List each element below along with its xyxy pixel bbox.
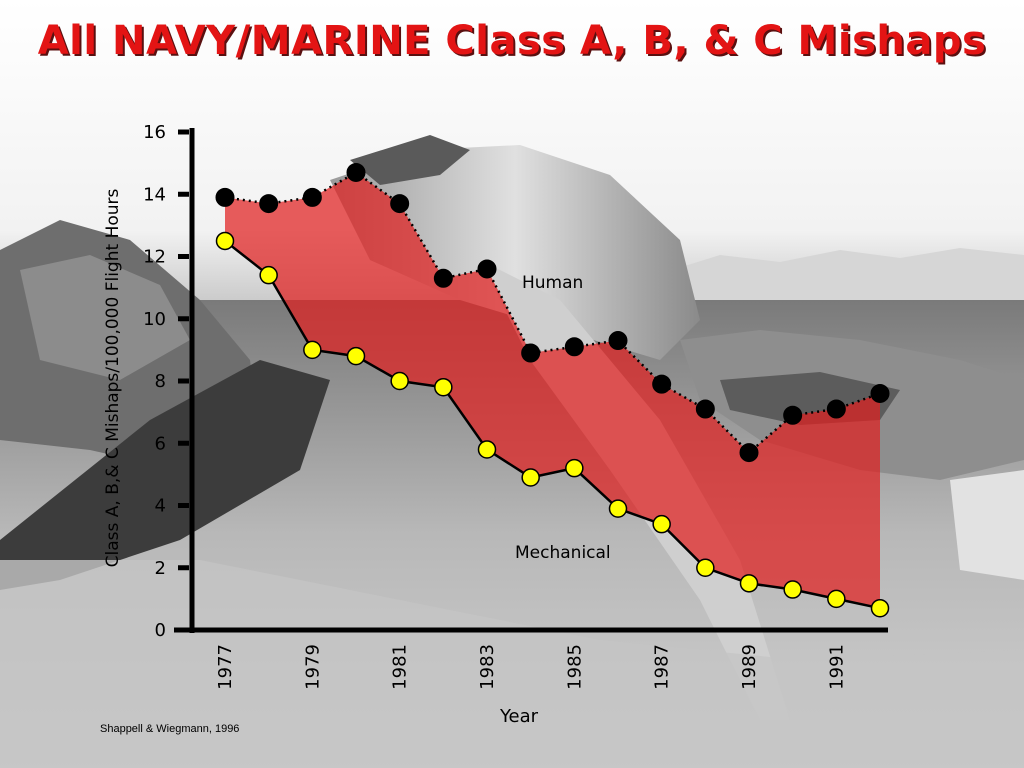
mechanical-point-1988 <box>696 558 715 577</box>
human-point-1985 <box>564 337 584 357</box>
mechanical-series-line <box>224 239 881 610</box>
y-tick-label-6: 6 <box>155 433 166 454</box>
mechanical-point-1977 <box>215 231 235 251</box>
y-tick-label-2: 2 <box>155 558 166 579</box>
mechanical-point-1990 <box>783 580 802 599</box>
mechanical-point-1991 <box>827 589 846 609</box>
mechanical-point-1981 <box>390 371 409 391</box>
y-tick-label-0: 0 <box>155 620 166 641</box>
y-tick-label-10: 10 <box>143 309 166 330</box>
band-layer <box>225 172 880 609</box>
mechanical-point-1983 <box>477 440 497 459</box>
mechanical-series-label: Mechanical <box>515 543 611 563</box>
human-point-1982 <box>433 268 453 288</box>
human-point-1992 <box>870 383 890 403</box>
human-point-1986 <box>608 331 628 351</box>
mechanical-point-1989 <box>739 574 759 593</box>
mechanical-point-1984 <box>521 468 540 487</box>
human-mechanical-band <box>225 172 880 609</box>
y-axis-label: Class A, B,& C Mishaps/100,000 Flight Ho… <box>103 188 123 567</box>
human-point-1979 <box>302 187 322 207</box>
mechanical-point-1987 <box>652 514 671 534</box>
axes-layer: 0 2 4 6 8 10 12 14 16 1977 1979 1981 1983 1985 1987 198… <box>103 122 888 727</box>
mechanical-point-1979 <box>303 340 322 360</box>
human-series-line <box>224 170 881 455</box>
human-point-1989 <box>739 443 759 463</box>
x-axis-label: Year <box>499 706 539 727</box>
human-point-1978 <box>259 194 279 214</box>
human-series-label: Human <box>522 273 583 293</box>
x-tick-label-1987: 1987 <box>652 644 673 690</box>
slide-title: All NAVY/MARINE Class A, B, & C Mishaps <box>37 18 987 64</box>
series-layer <box>215 162 890 618</box>
y-tick-label-4: 4 <box>155 496 166 517</box>
x-tick-label-1977: 1977 <box>215 644 236 690</box>
human-point-1977 <box>215 187 235 207</box>
human-point-1981 <box>390 194 410 214</box>
x-tick-label-1991: 1991 <box>826 644 847 690</box>
y-tick-label-14: 14 <box>143 184 166 205</box>
mechanical-point-1978 <box>259 265 278 285</box>
mechanical-point-1982 <box>434 377 453 397</box>
human-point-1987 <box>652 374 672 394</box>
x-tick-label-1979: 1979 <box>302 644 323 690</box>
y-tick-label-16: 16 <box>143 122 166 143</box>
human-point-1988 <box>695 399 715 419</box>
human-point-1980 <box>346 162 366 182</box>
y-tick-label-8: 8 <box>155 371 166 392</box>
human-point-1984 <box>521 343 541 363</box>
mechanical-point-1980 <box>346 346 366 366</box>
x-tick-label-1989: 1989 <box>739 644 760 690</box>
y-tick-label-12: 12 <box>143 247 166 268</box>
x-tick-label-1985: 1985 <box>564 644 585 690</box>
citation: Shappell & Wiegmann, 1996 <box>100 723 240 735</box>
human-point-1990 <box>783 405 803 425</box>
label-layer: Human Mechanical <box>515 273 611 563</box>
x-tick-label-1981: 1981 <box>390 644 411 690</box>
x-tick-label-1983: 1983 <box>477 644 498 690</box>
mechanical-point-1986 <box>608 499 628 518</box>
mechanical-point-1992 <box>870 598 890 618</box>
human-point-1991 <box>826 399 846 419</box>
human-point-1983 <box>477 259 497 279</box>
mechanical-point-1985 <box>565 458 584 478</box>
